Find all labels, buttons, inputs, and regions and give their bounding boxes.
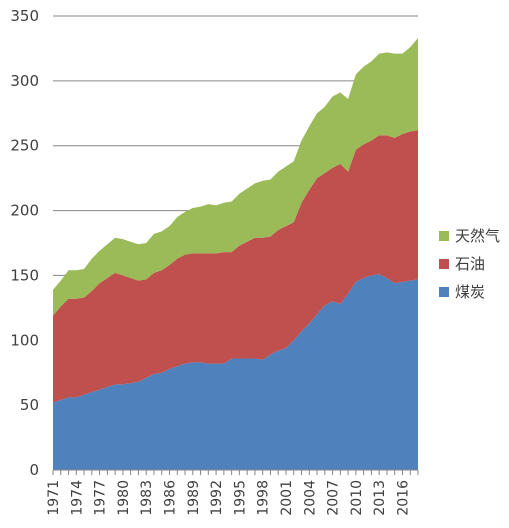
x-tick-label: 1977 <box>93 480 109 516</box>
legend-label-天然气: 天然气 <box>455 227 500 245</box>
legend-swatch-天然气 <box>439 231 449 241</box>
x-tick-label: 1998 <box>256 480 272 516</box>
x-tick-label: 1995 <box>232 480 248 516</box>
x-tick-label: 1974 <box>69 480 85 516</box>
y-tick-label: 0 <box>29 461 39 479</box>
x-tick-label: 2016 <box>395 480 411 516</box>
y-axis-ticks: 0 50 100 150 200 250 300 350 <box>10 7 39 479</box>
legend-swatch-煤炭 <box>439 287 449 297</box>
y-tick-label: 300 <box>10 72 39 90</box>
x-tick-label: 1986 <box>162 480 178 516</box>
series-area-煤炭 <box>53 274 418 470</box>
series-area-天然气 <box>53 38 418 316</box>
x-axis-ticks: 1971 1974 1977 1980 1983 1986 1989 1992 1995 1998… <box>46 470 419 516</box>
y-tick-label: 250 <box>10 137 39 155</box>
legend-label-煤炭: 煤炭 <box>455 283 485 301</box>
plot-area <box>53 38 418 470</box>
y-tick-label: 150 <box>10 266 39 284</box>
x-tick-label: 1980 <box>116 480 132 516</box>
y-tick-label: 350 <box>10 7 39 25</box>
y-tick-label: 100 <box>10 331 39 349</box>
x-tick-label: 1992 <box>209 480 225 516</box>
x-tick-label: 2001 <box>279 480 295 516</box>
x-tick-label: 2010 <box>349 480 365 516</box>
x-tick-label: 2013 <box>372 480 388 516</box>
y-tick-label: 200 <box>10 202 39 220</box>
series-area-石油 <box>53 130 418 403</box>
x-tick-label: 1971 <box>46 480 62 516</box>
legend-swatch-石油 <box>439 259 449 269</box>
y-tick-label: 50 <box>20 396 39 414</box>
x-tick-label: 1983 <box>139 480 155 516</box>
x-tick-label: 1989 <box>186 480 202 516</box>
legend-label-石油: 石油 <box>455 255 485 273</box>
x-tick-label: 2007 <box>326 480 342 516</box>
x-tick-label: 2004 <box>302 480 318 516</box>
